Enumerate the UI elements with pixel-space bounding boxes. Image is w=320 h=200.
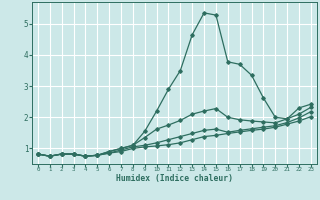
X-axis label: Humidex (Indice chaleur): Humidex (Indice chaleur) xyxy=(116,174,233,183)
